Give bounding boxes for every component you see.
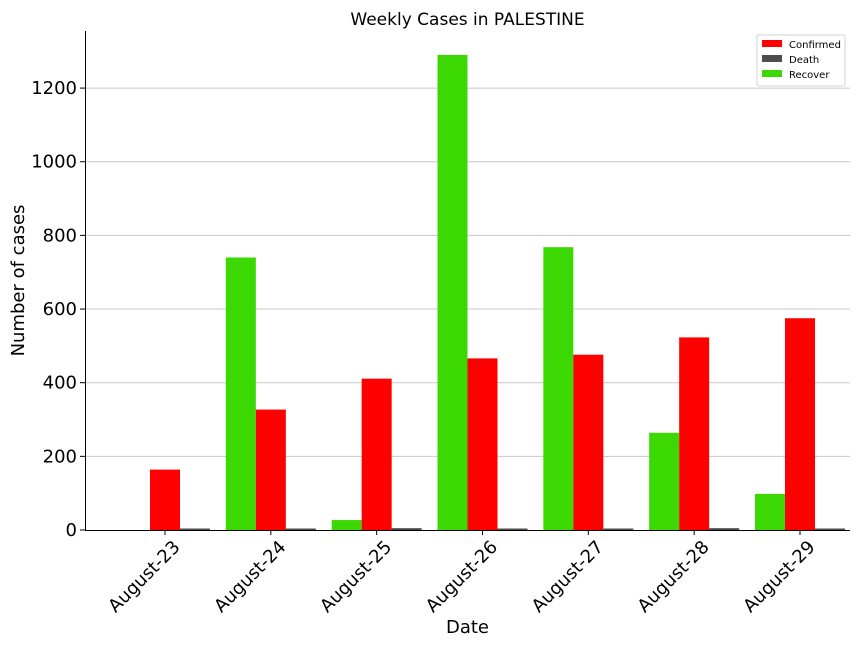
bar-death-august-24	[285, 528, 316, 530]
bar-recover-august-28	[649, 432, 680, 530]
legend-label-recover: Recover	[789, 70, 830, 81]
legend-swatch-confirmed	[762, 40, 782, 47]
y-tick-label: 200	[43, 446, 77, 467]
bar-recover-august-27	[543, 247, 574, 531]
x-ticks: August-23 August-24 August-25 August-26 Augu…	[104, 530, 820, 617]
bar-recover-august-24	[225, 257, 256, 530]
x-tick-label: August-23	[104, 537, 184, 617]
x-tick-label: August-25	[316, 537, 396, 617]
y-axis-title: Number of cases	[8, 205, 29, 357]
bar-confirmed-august-25	[361, 378, 392, 530]
x-tick-label: August-26	[422, 537, 502, 617]
y-tick-label: 1000	[31, 152, 77, 173]
bar-recover-august-29	[755, 493, 785, 530]
x-tick-label: August-28	[634, 537, 714, 617]
y-tick-label: 800	[43, 225, 77, 246]
bar-death-august-28	[709, 528, 740, 530]
bar-recover-august-26	[437, 54, 468, 531]
bar-death-august-27	[603, 528, 634, 530]
legend-swatch-recover	[762, 70, 782, 77]
bar-confirmed-august-24	[255, 409, 286, 530]
y-ticks: 0 200 400 600 800 1000 1200	[31, 78, 85, 541]
bar-confirmed-august-26	[467, 358, 498, 530]
legend-label-confirmed: Confirmed	[789, 40, 841, 51]
bar-confirmed-august-29	[785, 318, 815, 530]
chart-title: Weekly Cases in PALESTINE	[350, 10, 584, 30]
bar-confirmed-august-23	[150, 469, 180, 530]
bar-confirmed-august-27	[573, 354, 604, 530]
bar-death-august-23	[180, 528, 210, 530]
legend-label-death: Death	[789, 55, 819, 66]
y-tick-label: 600	[43, 299, 77, 320]
bar-death-august-25	[391, 528, 422, 530]
bars	[150, 54, 845, 531]
bar-death-august-26	[497, 528, 528, 530]
bar-confirmed-august-28	[679, 337, 710, 530]
legend: Confirmed Death Recover	[756, 34, 846, 87]
bar-death-august-29	[815, 528, 845, 530]
y-tick-label: 1200	[31, 78, 77, 99]
axes	[85, 31, 850, 531]
x-tick-label: August-24	[210, 537, 290, 617]
y-tick-label: 0	[66, 520, 77, 541]
x-axis-title: Date	[446, 617, 489, 638]
x-tick-label: August-29	[739, 537, 819, 617]
bar-recover-august-25	[331, 520, 362, 530]
legend-swatch-death	[762, 55, 782, 62]
y-tick-label: 400	[43, 373, 77, 394]
x-tick-label: August-27	[528, 537, 608, 617]
